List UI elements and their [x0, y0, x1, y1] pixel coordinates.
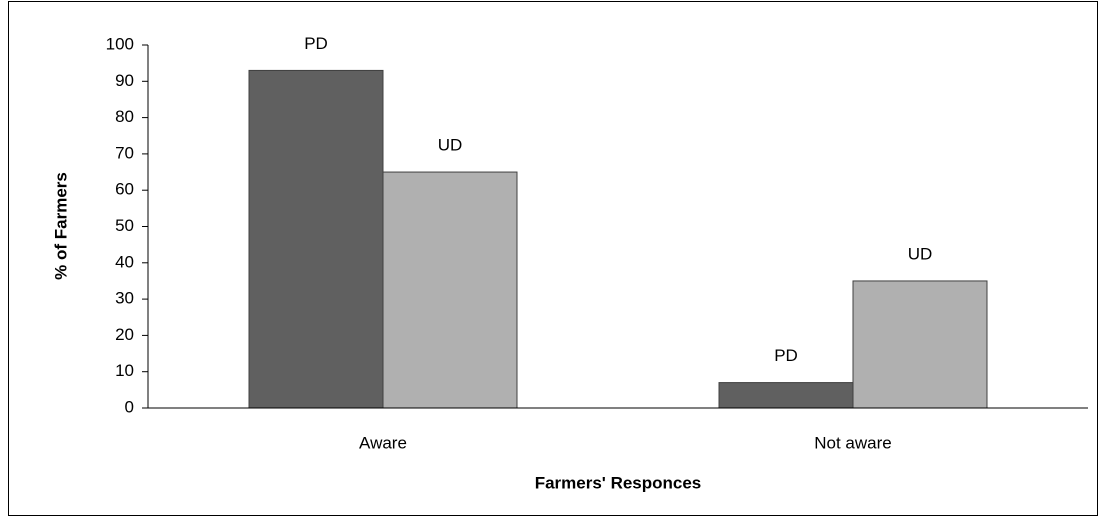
- chart-border: [8, 1, 1098, 516]
- bar-label: PD: [304, 34, 328, 53]
- y-tick-label: 20: [115, 325, 134, 344]
- bar: [382, 171, 518, 409]
- y-tick-label: 70: [115, 143, 134, 162]
- bar: [852, 280, 988, 409]
- y-tick-label: 90: [115, 71, 134, 90]
- y-tick-label: 80: [115, 107, 134, 126]
- bar-label: UD: [438, 136, 463, 155]
- y-tick-label: 30: [115, 289, 134, 308]
- y-tick-label: 10: [115, 361, 134, 380]
- y-tick-label: 0: [125, 397, 134, 416]
- bar: [718, 382, 854, 409]
- y-tick-label: 50: [115, 216, 134, 235]
- y-axis-label: % of Farmers: [51, 172, 70, 280]
- y-tick-label: 60: [115, 180, 134, 199]
- x-tick-label: Not aware: [814, 433, 891, 452]
- bar: [248, 69, 384, 409]
- x-tick-label: Aware: [359, 433, 407, 452]
- y-tick-label: 100: [106, 34, 134, 53]
- x-axis-label: Farmers' Responces: [535, 473, 702, 492]
- y-tick-label: 40: [115, 252, 134, 271]
- bar-label: PD: [774, 346, 798, 365]
- bar-label: UD: [908, 244, 933, 263]
